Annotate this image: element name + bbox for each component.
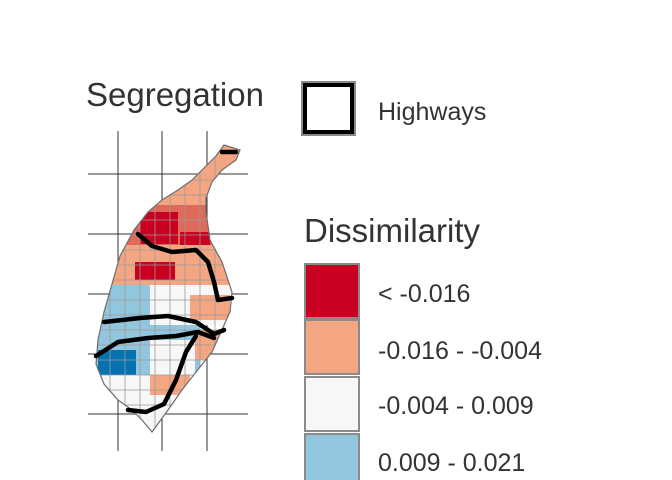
legend-label-class-1: < -0.016 <box>378 280 471 308</box>
highway-segment <box>125 333 199 415</box>
legend-label-class-3: -0.004 - 0.009 <box>378 392 534 420</box>
dissimilarity-legend-title: Dissimilarity <box>304 212 480 249</box>
highways-legend-key <box>301 81 356 136</box>
highways-legend-label: Highways <box>378 98 487 126</box>
highway-segment <box>93 329 217 359</box>
map-title: Segregation <box>86 76 264 113</box>
highway-segment <box>135 231 235 303</box>
legend-swatch-class-2 <box>304 319 360 375</box>
legend-swatch-class-1 <box>304 263 360 319</box>
city-boundary <box>95 144 241 433</box>
legend-swatch-class-4 <box>304 433 360 480</box>
legend-swatch-class-3 <box>304 376 360 432</box>
highway-segment <box>101 313 227 337</box>
highway-network <box>93 149 239 415</box>
legend-label-class-2: -0.016 - -0.004 <box>378 337 542 365</box>
legend-label-class-4: 0.009 - 0.021 <box>378 449 526 477</box>
